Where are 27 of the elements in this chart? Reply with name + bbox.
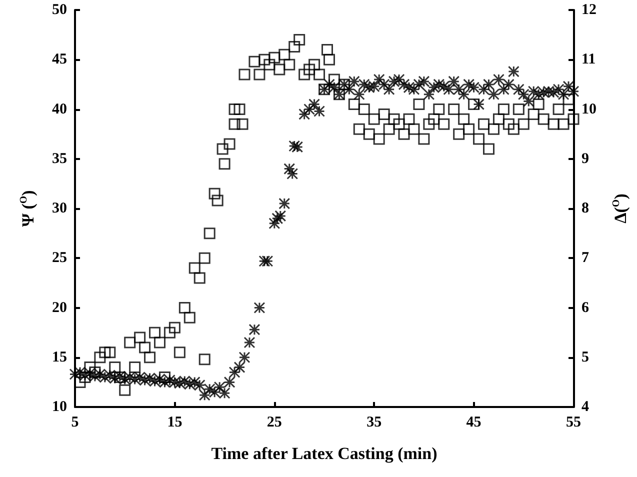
x-tick-label: 45: [466, 414, 482, 430]
y2-tick-label: 7: [582, 250, 590, 266]
y2-axis-title: Δ(O): [611, 194, 630, 224]
y2-tick-label: 9: [582, 150, 589, 167]
x-tick-label: 25: [266, 414, 282, 430]
y-tick-label: 50: [52, 2, 67, 18]
y-tick-label: 20: [52, 300, 67, 316]
y-tick-label: 45: [52, 52, 67, 68]
x-tick-label: 15: [167, 414, 182, 430]
y2-tick-label: 12: [582, 2, 596, 18]
y-tick-label: 30: [52, 200, 67, 216]
x-axis-title: Time after Latex Casting (min): [211, 444, 438, 463]
x-tick-label: 55: [566, 414, 581, 430]
y2-tick-label: 10: [582, 101, 596, 118]
y2-tick-label: 4: [582, 399, 590, 415]
y-tick-label: 10: [52, 399, 67, 415]
x-tick-label: 5: [71, 414, 79, 430]
y2-tick-label: 8: [582, 200, 589, 216]
y2-tick-label: 6: [582, 300, 590, 316]
y2-tick-label: 11: [582, 52, 596, 68]
x-tick-label: 35: [366, 414, 382, 430]
y-tick-label: 40: [52, 101, 67, 118]
y-axis-title: Ψ (O): [18, 190, 38, 227]
y-tick-label: 15: [52, 349, 67, 366]
y-tick-label: 25: [52, 250, 67, 266]
y2-tick-label: 5: [582, 349, 589, 366]
y-tick-label: 35: [52, 150, 67, 167]
